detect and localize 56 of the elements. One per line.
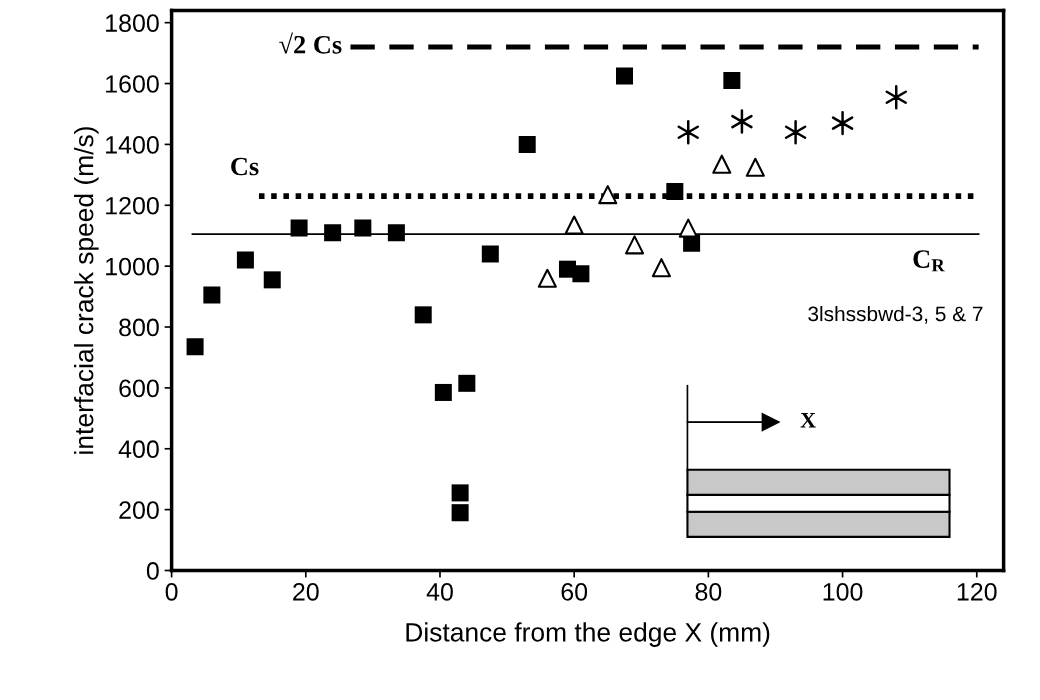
x-tick-label: 40 xyxy=(426,582,453,601)
point xyxy=(481,245,499,263)
x-tick-label: 0 xyxy=(165,582,178,601)
annotation: X xyxy=(800,412,816,428)
point xyxy=(290,219,308,237)
point xyxy=(616,67,634,85)
point xyxy=(712,154,732,174)
point xyxy=(625,235,645,255)
y-tick-label: 400 xyxy=(118,440,159,459)
x-axis-title: Distance from the edge X (mm) xyxy=(406,622,770,647)
point xyxy=(387,224,405,242)
y-tick-label: 1600 xyxy=(106,75,159,93)
point xyxy=(354,219,372,237)
ref-line-label: Cs xyxy=(231,157,259,176)
point xyxy=(598,185,618,205)
point xyxy=(677,120,699,145)
y-tick-label: 1800 xyxy=(106,14,159,32)
point xyxy=(434,383,452,401)
point xyxy=(745,157,765,177)
point xyxy=(324,224,342,242)
x-tick-label: 20 xyxy=(293,582,319,601)
x-tick-label: 100 xyxy=(823,582,863,601)
x-tick-label: 120 xyxy=(957,582,997,601)
point xyxy=(572,265,590,283)
point xyxy=(451,484,469,502)
ref-line-label: C$_{R}$ xyxy=(913,250,945,272)
y-tick-label: 1400 xyxy=(106,136,159,154)
point xyxy=(451,504,469,522)
point xyxy=(784,120,807,145)
x-tick-label: 60 xyxy=(561,582,588,601)
point xyxy=(831,110,854,136)
y-tick-label: 0 xyxy=(146,562,159,580)
point xyxy=(723,71,741,90)
point xyxy=(731,109,753,134)
point xyxy=(414,306,432,324)
point xyxy=(651,258,671,278)
point xyxy=(458,374,476,392)
point xyxy=(203,286,221,304)
point xyxy=(186,338,204,356)
x-tick-label: 80 xyxy=(695,582,722,601)
point xyxy=(518,135,536,153)
point xyxy=(678,218,698,238)
point xyxy=(564,215,584,235)
point xyxy=(666,183,684,201)
point xyxy=(236,251,254,269)
y-axis-title: interfacial crack speed (m/s) xyxy=(74,127,99,454)
annotation: 3lshssbwd-3, 5 & 7 xyxy=(808,305,983,324)
y-tick-label: 800 xyxy=(119,318,159,337)
ref-line-label: √2 Cs xyxy=(279,32,342,54)
point xyxy=(537,268,557,288)
point xyxy=(263,271,281,289)
y-tick-label: 600 xyxy=(119,379,159,398)
point xyxy=(885,85,907,110)
y-tick-label: 1000 xyxy=(106,257,159,276)
y-tick-label: 200 xyxy=(119,501,159,519)
y-tick-label: 1200 xyxy=(106,196,159,215)
